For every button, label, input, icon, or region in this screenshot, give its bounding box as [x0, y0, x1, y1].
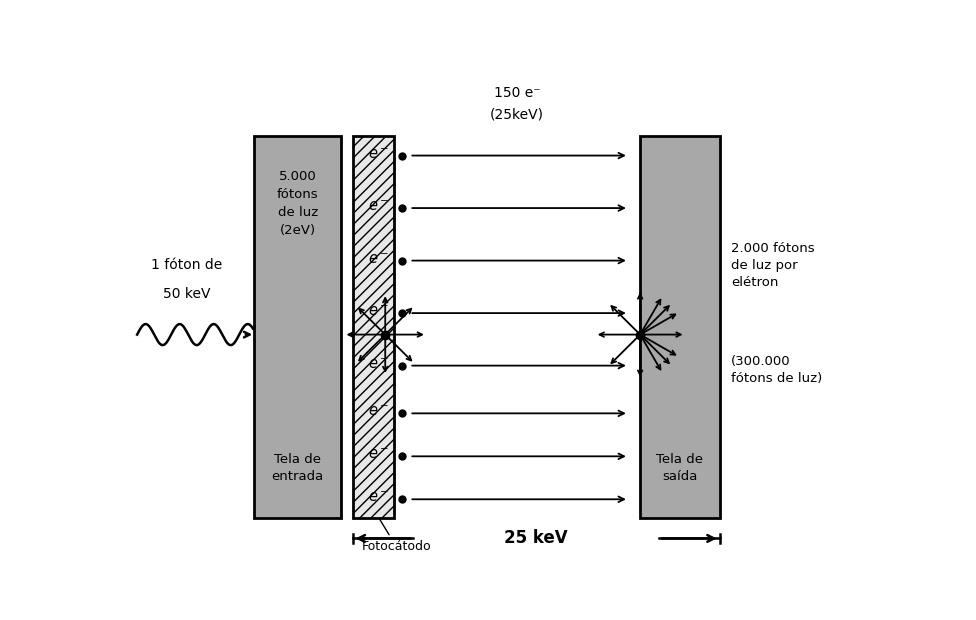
Bar [352, 136, 394, 518]
Text: 2.000 fótons
de luz por
elétron: 2.000 fótons de luz por elétron [731, 242, 815, 289]
Text: (25keV): (25keV) [490, 108, 545, 122]
Text: Tela de
entrada: Tela de entrada [271, 453, 324, 483]
Text: 50 keV: 50 keV [163, 287, 210, 301]
Bar [640, 136, 719, 518]
Bar [255, 136, 342, 518]
Text: $e^-$: $e^-$ [368, 252, 389, 267]
Text: $e^-$: $e^-$ [368, 490, 389, 505]
Text: $e^-$: $e^-$ [368, 199, 389, 214]
Text: (300.000
fótons de luz): (300.000 fótons de luz) [731, 355, 822, 386]
Text: $e^-$: $e^-$ [368, 356, 389, 371]
Text: 5.000
fótons
de luz
(2eV): 5.000 fótons de luz (2eV) [277, 170, 319, 237]
Text: $e^-$: $e^-$ [368, 146, 389, 162]
Text: Fotocátodo: Fotocátodo [361, 518, 431, 553]
Text: $e^-$: $e^-$ [368, 448, 389, 463]
Text: 1 fóton de: 1 fóton de [150, 259, 222, 272]
Text: $e^-$: $e^-$ [368, 304, 389, 319]
Text: Tela de
saída: Tela de saída [656, 453, 704, 483]
Text: 25 keV: 25 keV [505, 529, 568, 547]
Text: 150 e⁻: 150 e⁻ [494, 87, 541, 100]
Text: $e^-$: $e^-$ [368, 404, 389, 419]
